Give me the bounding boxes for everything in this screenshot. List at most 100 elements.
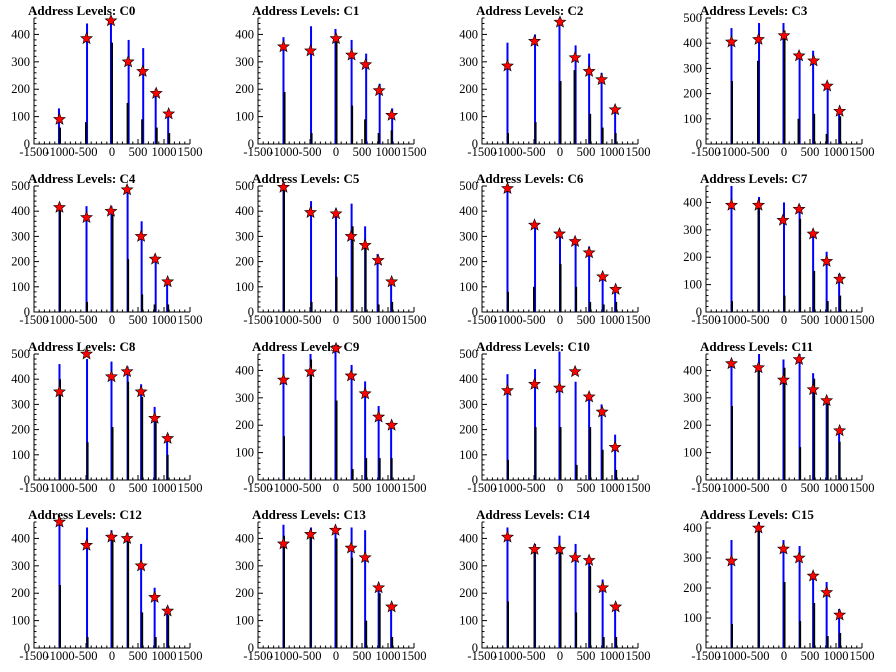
level-marker-star [372,83,386,97]
level-marker-star [776,373,790,386]
x-tick-label: 1500 [178,649,203,663]
level-marker-star [776,213,790,226]
histogram-bar [86,23,89,145]
y-tick-label: 300 [235,391,254,405]
histogram-bar [601,274,604,312]
histogram-bar [602,637,605,648]
histogram-bar [601,449,604,480]
level-marker-star [724,554,738,567]
histogram-bar [559,264,562,312]
x-tick-label: 1500 [178,145,203,159]
histogram-bar [364,530,367,648]
level-marker-star [792,48,806,62]
level-marker-star [833,272,847,285]
y-tick-label: 0 [472,305,478,319]
x-tick-label: 0 [781,481,787,495]
histogram-bar [783,582,786,648]
chart-svg: 0 100 200 300 400 500 -1500-1000 -500 0 500 1000 15… [459,179,650,327]
level-marker-star [134,384,148,398]
level-marker-star [833,104,847,117]
histogram-bar [573,70,576,144]
y-tick-label: 100 [11,110,30,124]
histogram-bar [86,527,89,648]
x-tick-label: -1000 [717,481,746,495]
level-marker-star [148,411,162,424]
histogram-bar [574,543,577,648]
chart-svg: 0 100 200 300 400 -1500-1000 -500 0 500 1000 1500 [235,521,427,663]
level-marker-star [806,382,820,396]
y-tick-label: 300 [235,229,254,243]
x-tick-label: -1000 [493,481,522,495]
level-marker-star [329,206,343,220]
level-marker-star [528,218,542,231]
histogram-bar [154,89,157,144]
histogram-bar [825,582,828,648]
y-tick-label: 500 [683,11,702,25]
histogram-bar [59,585,61,648]
level-marker-star [820,393,834,407]
histogram-bar [559,546,562,648]
histogram-bar [614,289,617,312]
x-tick-label: -500 [299,145,322,159]
chart-svg: 0 100 200 300 400 -1500-1000 -500 0 500 1000 1500 [459,521,651,663]
x-tick-label: -500 [299,481,322,495]
y-tick-label: 200 [459,255,478,269]
level-marker-star [80,210,94,224]
x-tick-label: 1500 [402,145,427,159]
x-tick-label: -1500 [243,649,272,663]
level-marker-star [148,590,162,603]
histogram-bar [365,620,368,648]
level-marker-star [371,253,385,266]
histogram-bar [282,37,285,144]
chart-panel-8: Address Levels: C8 0 100 200 300 400 500 -1500-… [0,336,224,504]
chart-svg: 0 100 200 300 400 -1500-1000 -500 0 500 1000 1500 [11,515,203,663]
histogram-bar [798,53,801,144]
histogram-bar [154,637,157,648]
histogram-bar [826,83,829,144]
y-tick-label: 200 [459,586,478,600]
chart-panel-7: Address Levels: C7 0 100 200 300 400 -1500 -100… [672,168,896,336]
level-marker-star [304,527,318,540]
level-marker-star [820,79,834,92]
histogram-bar [140,384,143,480]
histogram-bar [588,246,591,312]
histogram-bar [839,295,842,312]
chart-panel-12: Address Levels: C12 0 100 200 300 400 -1500 -10… [0,504,224,672]
y-tick-label: 100 [683,611,702,625]
chart-svg: 0 100 200 300 400 500 -1500-1000 -500 0 500 1000 15… [11,347,202,495]
y-tick-label: 200 [459,423,478,437]
level-marker-star [104,204,118,217]
x-tick-label: 0 [109,145,115,159]
histogram-bar [797,118,800,144]
x-tick-label: 500 [129,313,148,327]
chart-svg: 0 100 200 300 400 -1500-1000 -500 0 500 1000 1500 [235,17,427,159]
x-tick-label: 1500 [850,481,875,495]
histogram-bar [86,637,89,648]
chart-svg: 0 100 200 300 400 -1500-1000 -500 0 500 1000 1500 [11,13,203,159]
histogram-bar [283,535,285,648]
chart-title: Address Levels: C0 [28,3,136,18]
x-tick-label: 0 [781,649,787,663]
x-tick-label: 1500 [626,649,651,663]
histogram-bar [533,286,535,312]
histogram-bar [575,612,578,648]
histogram-bar [588,53,591,144]
histogram-bar [350,39,353,145]
histogram-bar [334,351,337,480]
y-tick-label: 400 [459,531,478,545]
y-tick-label: 200 [683,581,702,595]
x-tick-label: 1000 [600,649,625,663]
y-tick-label: 100 [11,448,30,462]
x-tick-label: -1500 [19,313,48,327]
histogram-bar [127,259,130,312]
y-tick-label: 200 [235,586,254,600]
level-marker-star [552,542,566,555]
x-tick-label: 0 [333,145,339,159]
y-tick-label: 200 [11,255,30,269]
histogram-bar [614,133,617,144]
x-tick-label: -1500 [19,145,48,159]
level-marker-star [358,386,372,400]
y-tick-label: 0 [472,473,478,487]
x-tick-label: 0 [781,313,787,327]
y-tick-label: 200 [11,82,30,96]
